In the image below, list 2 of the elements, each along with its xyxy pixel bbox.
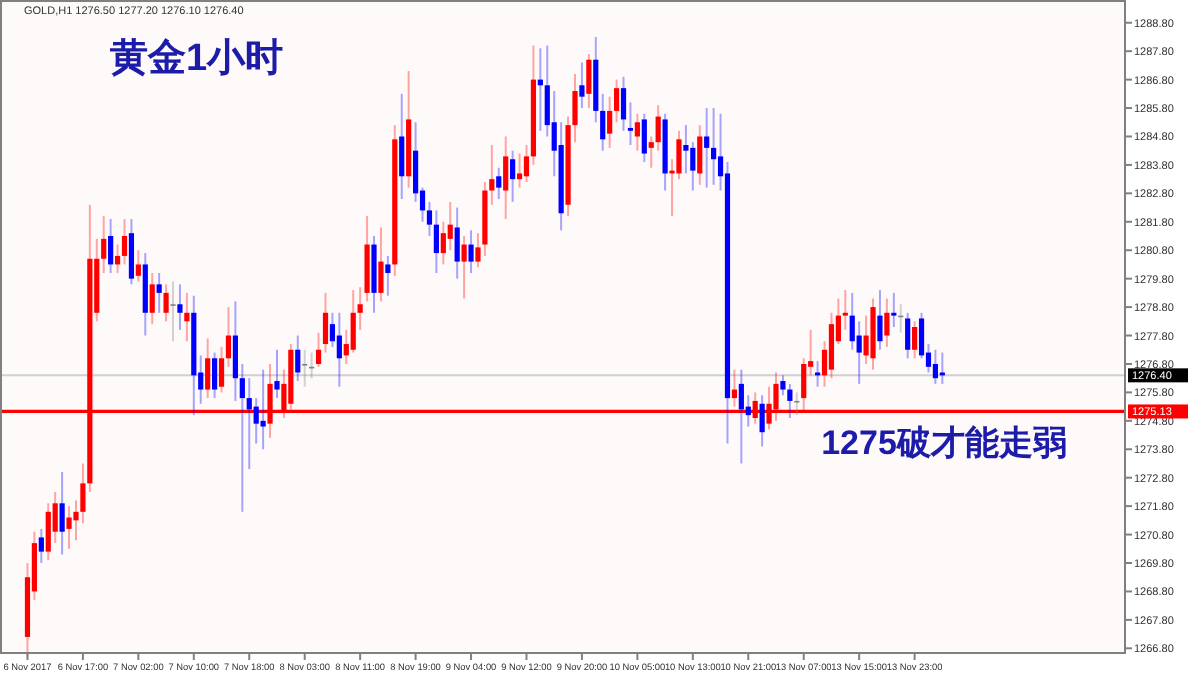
annotation: 1275破才能走弱 bbox=[821, 424, 1067, 462]
text: 黄金1小时 bbox=[108, 36, 284, 80]
